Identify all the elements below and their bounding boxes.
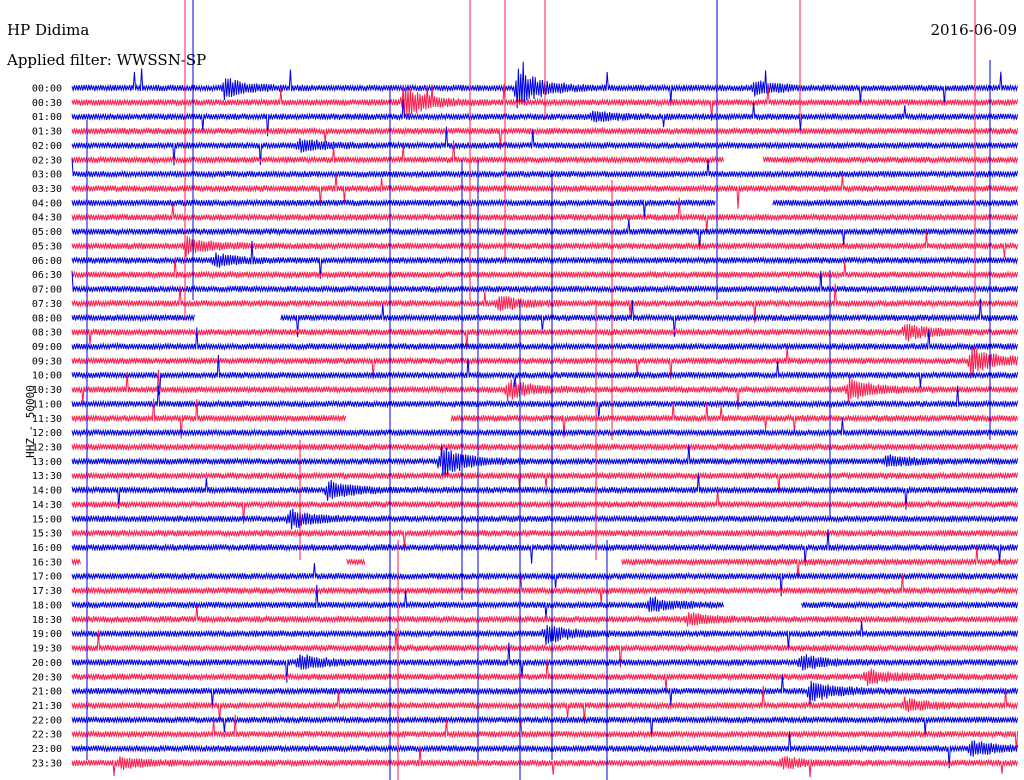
time-label: 13:00 xyxy=(32,457,62,468)
time-label: 11:00 xyxy=(32,399,62,410)
time-label: 03:00 xyxy=(32,170,62,181)
trace-row-2130 xyxy=(71,685,1019,723)
time-label: 21:00 xyxy=(32,687,62,698)
trace-row-1430 xyxy=(71,488,1019,524)
time-label: 17:30 xyxy=(32,586,62,597)
trace-row-0500 xyxy=(71,218,1019,250)
time-label: 02:00 xyxy=(32,141,62,152)
time-label: 12:30 xyxy=(32,443,62,454)
date-label: 2016-06-09 xyxy=(930,21,1017,39)
time-label: 04:30 xyxy=(32,213,62,224)
time-label: 03:30 xyxy=(32,184,62,195)
trace-row-1900 xyxy=(71,621,1019,651)
trace-row-0130 xyxy=(71,126,1019,150)
time-label: 12:00 xyxy=(32,428,62,439)
trace-row-0600 xyxy=(71,240,1019,279)
trace-row-1200 xyxy=(71,417,1019,438)
time-label: 10:00 xyxy=(32,371,62,382)
time-label: 14:00 xyxy=(32,486,62,497)
time-label: 23:30 xyxy=(32,758,62,769)
trace-row-1130 xyxy=(71,398,1019,439)
trace-row-0530 xyxy=(71,232,1019,258)
time-label: 00:30 xyxy=(32,98,62,109)
trace-row-1630 xyxy=(71,546,1019,580)
trace-row-2000 xyxy=(71,642,1019,683)
time-label: 20:30 xyxy=(32,672,62,683)
trace-row-0800 xyxy=(71,298,1019,338)
time-label: 14:30 xyxy=(32,500,62,511)
trace-row-0730 xyxy=(71,283,1019,324)
trace-row-0630 xyxy=(71,257,1019,280)
trace-row-1330 xyxy=(71,471,1019,493)
trace-row-0430 xyxy=(71,197,1019,232)
time-label: 15:30 xyxy=(32,529,62,540)
trace-row-2100 xyxy=(71,674,1019,708)
time-label: 13:30 xyxy=(32,471,62,482)
time-label: 16:30 xyxy=(32,557,62,568)
time-label: 18:30 xyxy=(32,615,62,626)
trace-row-2230 xyxy=(71,714,1019,753)
trace-row-1530 xyxy=(71,528,1019,549)
time-label-group: 00:00 00:30 01:00 01:30 02:00 02:30 03:00 03:30… xyxy=(32,84,62,770)
time-label: 21:30 xyxy=(32,701,62,712)
trace-row-2030 xyxy=(71,659,1019,691)
trace-row-1230 xyxy=(71,442,1019,452)
time-label: 19:00 xyxy=(32,629,62,640)
time-label: 15:00 xyxy=(32,514,62,525)
trace-row-0330 xyxy=(71,173,1019,209)
trace-row-0200 xyxy=(71,126,1019,166)
trace-row-1600 xyxy=(71,529,1019,566)
trace-row-1300 xyxy=(71,444,1019,477)
filter-label: Applied filter: WWSSN-SP xyxy=(7,51,207,69)
time-label: 19:30 xyxy=(32,644,62,655)
time-label: 06:30 xyxy=(32,270,62,281)
trace-row-1400 xyxy=(71,472,1019,510)
time-label: 23:00 xyxy=(32,744,62,755)
trace-row-1700 xyxy=(71,563,1019,597)
time-label: 22:00 xyxy=(32,715,62,726)
trace-row-1730 xyxy=(71,573,1019,604)
trace-row-2330 xyxy=(71,745,1019,778)
trace-row-2300 xyxy=(71,731,1019,769)
trace-row-0930 xyxy=(71,346,1019,380)
time-label: 10:30 xyxy=(32,385,62,396)
time-label: 01:30 xyxy=(32,127,62,138)
trace-row-1030 xyxy=(71,369,1019,410)
trace-row-1000 xyxy=(71,354,1019,395)
time-label: 05:00 xyxy=(32,227,62,238)
trace-row-0830 xyxy=(71,323,1019,350)
time-label: 08:00 xyxy=(32,313,62,324)
time-label: 16:00 xyxy=(32,543,62,554)
time-label: 07:30 xyxy=(32,299,62,310)
time-label: 17:00 xyxy=(32,572,62,583)
time-label: 08:30 xyxy=(32,328,62,339)
time-label: 09:00 xyxy=(32,342,62,353)
time-label: 05:30 xyxy=(32,242,62,253)
trace-row-0700 xyxy=(71,270,1019,294)
station-title: HP Didima xyxy=(7,21,90,39)
time-label: 04:00 xyxy=(32,198,62,209)
trace-row-0400 xyxy=(71,198,1019,218)
trace-row-1100 xyxy=(71,385,1019,420)
trace-group xyxy=(71,0,1019,780)
trace-row-1930 xyxy=(71,628,1019,668)
trace-row-0900 xyxy=(71,327,1019,352)
time-label: 06:00 xyxy=(32,256,62,267)
trace-row-1830 xyxy=(71,604,1019,627)
trace-row-1500 xyxy=(71,508,1019,530)
time-label: 09:30 xyxy=(32,356,62,367)
time-label: 02:30 xyxy=(32,155,62,166)
time-label: 07:00 xyxy=(32,285,62,296)
time-label: 20:00 xyxy=(32,658,62,669)
time-label: 22:30 xyxy=(32,730,62,741)
time-label: 11:30 xyxy=(32,414,62,425)
time-label: 01:00 xyxy=(32,112,62,123)
time-label: 00:00 xyxy=(32,84,62,95)
time-label: 18:00 xyxy=(32,601,62,612)
trace-row-0300 xyxy=(71,158,1019,179)
trace-row-2200 xyxy=(71,715,1019,738)
